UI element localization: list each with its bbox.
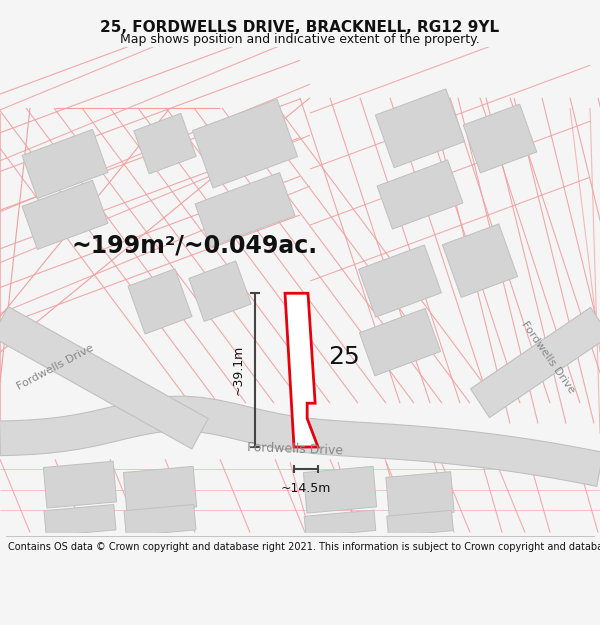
Polygon shape — [470, 308, 600, 418]
Polygon shape — [359, 245, 442, 317]
Polygon shape — [134, 113, 196, 174]
Polygon shape — [304, 510, 376, 537]
Polygon shape — [359, 308, 440, 376]
Polygon shape — [0, 307, 208, 449]
Polygon shape — [376, 89, 464, 168]
Text: 25, FORDWELLS DRIVE, BRACKNELL, RG12 9YL: 25, FORDWELLS DRIVE, BRACKNELL, RG12 9YL — [100, 20, 500, 35]
Polygon shape — [386, 472, 454, 518]
Polygon shape — [193, 99, 298, 188]
Polygon shape — [304, 466, 377, 513]
Polygon shape — [189, 261, 251, 321]
Polygon shape — [285, 293, 318, 447]
Text: Fordwells Drive: Fordwells Drive — [15, 343, 95, 392]
Polygon shape — [44, 504, 116, 536]
Text: ~39.1m: ~39.1m — [232, 345, 245, 395]
Polygon shape — [442, 224, 518, 298]
Polygon shape — [124, 466, 197, 513]
Polygon shape — [377, 160, 463, 229]
Text: Fordwells Drive: Fordwells Drive — [247, 441, 343, 458]
Polygon shape — [463, 104, 537, 173]
Polygon shape — [128, 269, 192, 334]
Polygon shape — [43, 461, 116, 508]
Polygon shape — [0, 396, 600, 486]
Polygon shape — [22, 129, 108, 199]
Polygon shape — [124, 504, 196, 536]
Polygon shape — [22, 180, 108, 249]
Polygon shape — [195, 173, 295, 247]
Polygon shape — [387, 510, 453, 536]
Text: 25: 25 — [328, 346, 360, 369]
Text: Map shows position and indicative extent of the property.: Map shows position and indicative extent… — [120, 33, 480, 46]
Text: Fordwells Drive: Fordwells Drive — [520, 319, 577, 395]
Text: Contains OS data © Crown copyright and database right 2021. This information is : Contains OS data © Crown copyright and d… — [8, 542, 600, 552]
Text: ~14.5m: ~14.5m — [281, 482, 331, 494]
Text: ~199m²/~0.049ac.: ~199m²/~0.049ac. — [72, 233, 318, 258]
